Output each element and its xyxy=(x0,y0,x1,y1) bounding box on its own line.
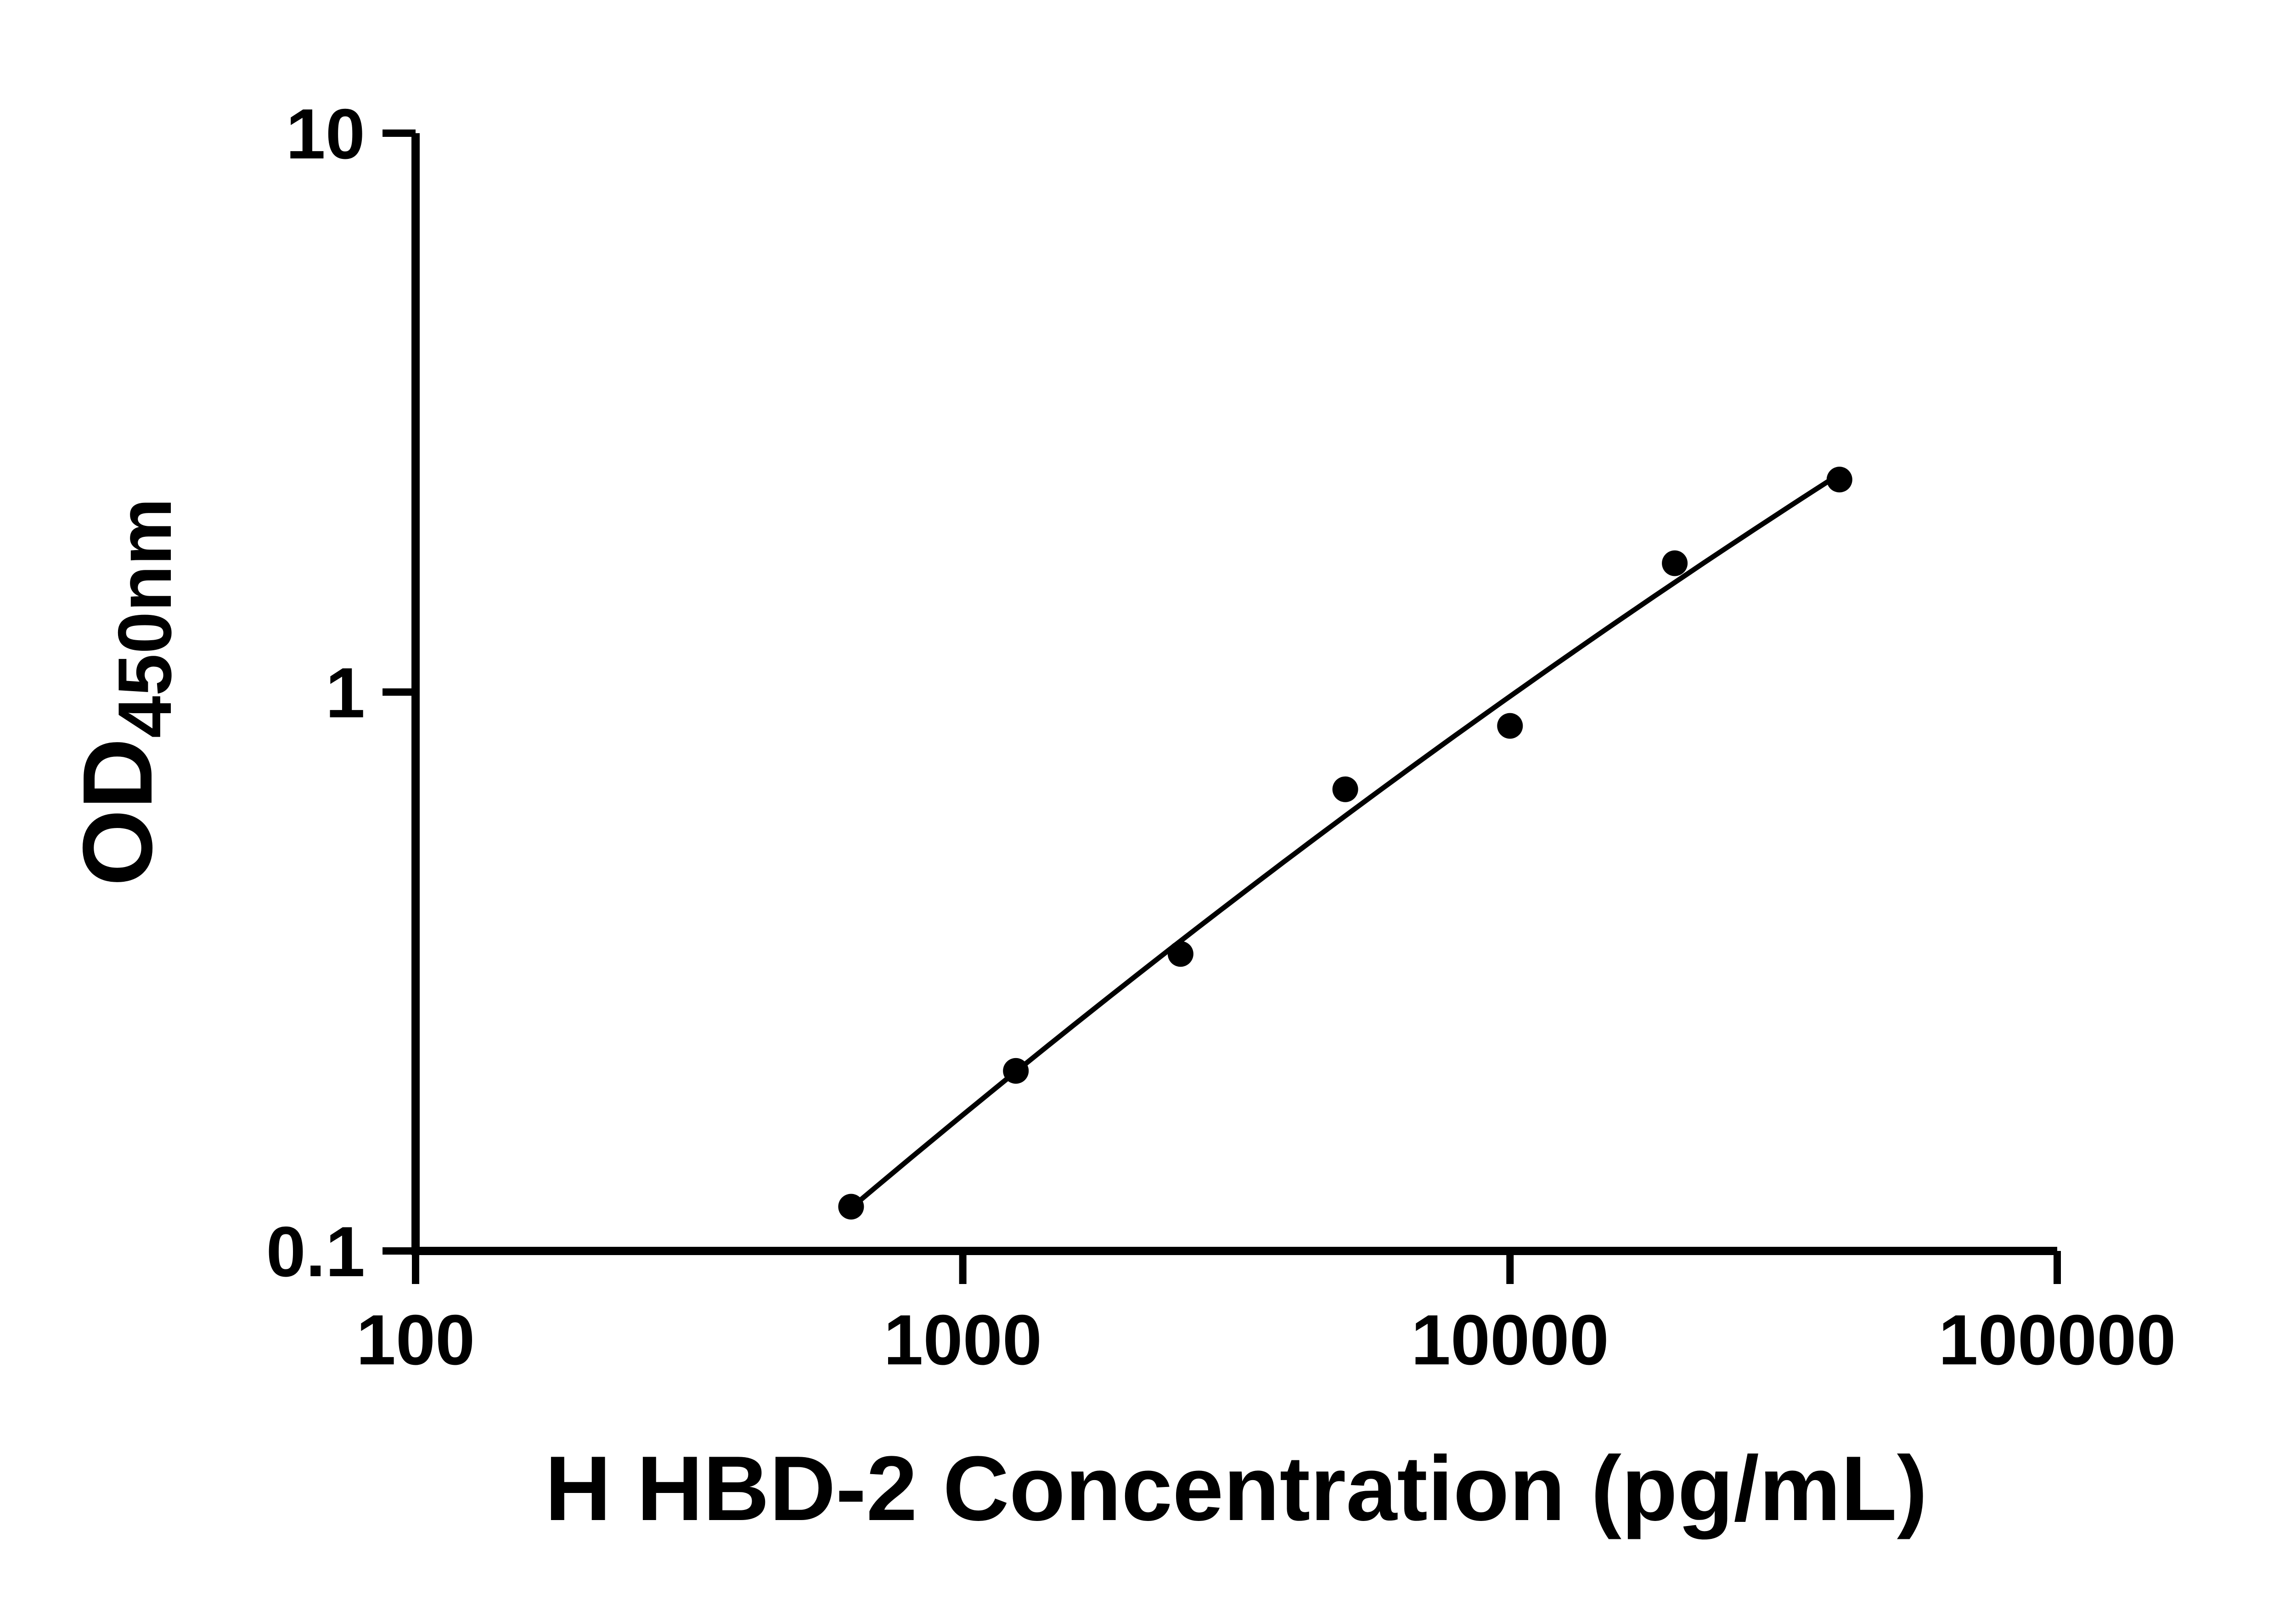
x-tick-label: 100 xyxy=(356,1300,475,1380)
y-axis-title: OD450nm xyxy=(62,498,187,886)
x-tick-label: 1000 xyxy=(884,1300,1042,1380)
y-tick-label: 1 xyxy=(326,653,365,732)
x-tick-label: 100000 xyxy=(1938,1300,2176,1380)
y-tick-label: 0.1 xyxy=(266,1212,365,1291)
y-axis-title-main: OD xyxy=(62,738,173,886)
data-point xyxy=(1497,713,1523,739)
data-point xyxy=(838,1194,864,1220)
x-tick-label: 10000 xyxy=(1411,1300,1609,1380)
tick-labels-group: 100 1000 10000 100000 10 1 0.1 xyxy=(266,94,2176,1380)
tick-marks-group xyxy=(383,130,2061,1284)
data-point xyxy=(1167,941,1193,967)
data-point xyxy=(1332,776,1358,802)
data-series-group xyxy=(838,467,1852,1220)
y-axis-title-subscript: 450nm xyxy=(102,498,187,738)
data-point xyxy=(1826,467,1852,493)
x-axis-title: H HBD-2 Concentration (pg/mL) xyxy=(545,1437,1928,1540)
y-tick-label: 10 xyxy=(286,94,365,174)
fit-curve xyxy=(849,472,1841,1210)
axes-group xyxy=(411,133,2057,1255)
data-point xyxy=(1003,1058,1029,1084)
axis-spines xyxy=(411,133,2057,1255)
data-point xyxy=(1662,550,1688,576)
